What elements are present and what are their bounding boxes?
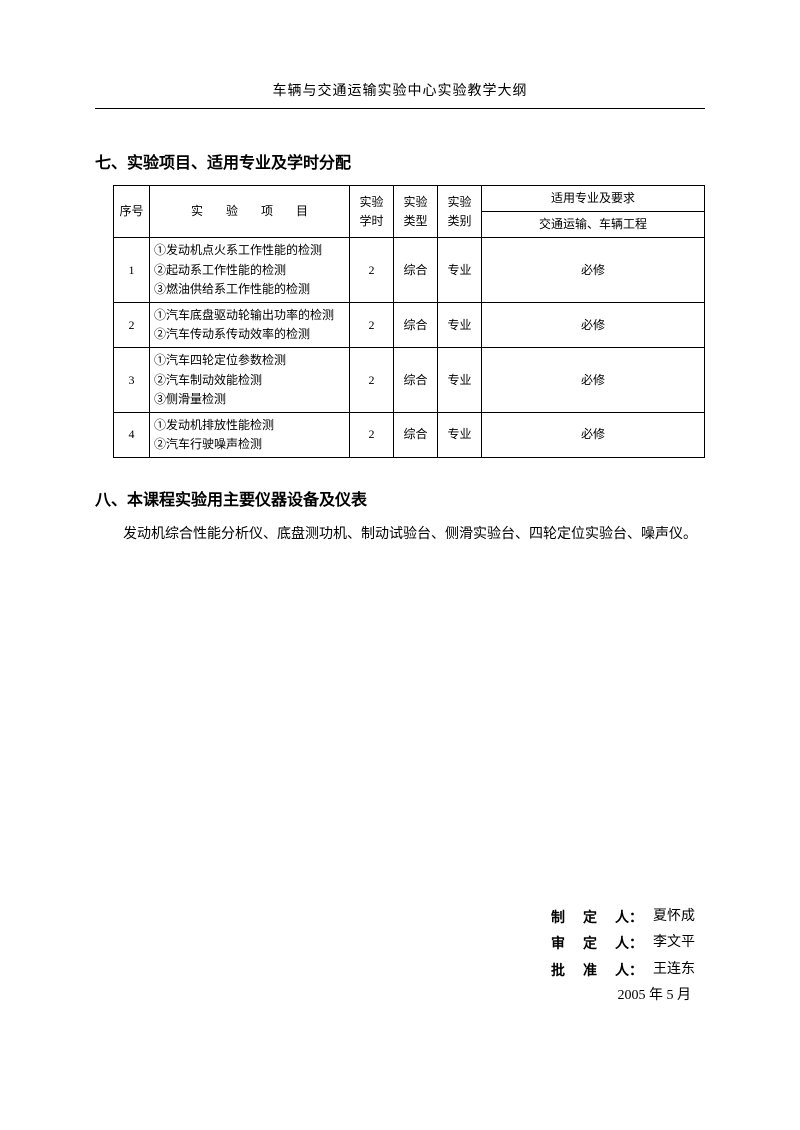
signature-line: 批准人：王连东 [551,957,695,984]
section7-title: 七、实验项目、适用专业及学时分配 [95,149,705,173]
cell-hours: 2 [350,238,394,303]
project-item: ①发动机排放性能检测 [154,416,345,435]
signature-name: 王连东 [653,957,695,984]
cell-req: 必修 [482,238,705,303]
cell-project: ①汽车底盘驱动轮输出功率的检测②汽车传动系传动效率的检测 [150,302,350,347]
table-header-row-1: 序号 实 验 项 目 实验学时 实验类型 实验类别 适用专业及要求 [114,186,705,212]
signature-line: 审定人：李文平 [551,930,695,957]
table-row: 3①汽车四轮定位参数检测②汽车制动效能检测③侧滑量检测2综合专业必修 [114,348,705,413]
cell-category: 专业 [438,238,482,303]
col-hours-header: 实验学时 [350,186,394,238]
col-category-header: 实验类别 [438,186,482,238]
signature-colon: ： [629,930,653,957]
cell-project: ①汽车四轮定位参数检测②汽车制动效能检测③侧滑量检测 [150,348,350,413]
signature-line: 制定人：夏怀成 [551,904,695,931]
table-row: 2①汽车底盘驱动轮输出功率的检测②汽车传动系传动效率的检测2综合专业必修 [114,302,705,347]
project-item: ①汽车底盘驱动轮输出功率的检测 [154,306,345,325]
cell-hours: 2 [350,302,394,347]
cell-category: 专业 [438,412,482,457]
cell-project: ①发动机排放性能检测②汽车行驶噪声检测 [150,412,350,457]
cell-req: 必修 [482,412,705,457]
signature-name: 夏怀成 [653,904,695,931]
col-idx-header: 序号 [114,186,150,238]
project-item: ②汽车传动系传动效率的检测 [154,325,345,344]
project-item: ②汽车行驶噪声检测 [154,435,345,454]
table-row: 1①发动机点火系工作性能的检测②起动系工作性能的检测③燃油供给系工作性能的检测2… [114,238,705,303]
experiment-table: 序号 实 验 项 目 实验学时 实验类型 实验类别 适用专业及要求 交通运输、车… [113,185,705,458]
project-item: ③侧滑量检测 [154,390,345,409]
section8-body: 发动机综合性能分析仪、底盘测功机、制动试验台、侧滑实验台、四轮定位实验台、噪声仪… [95,522,705,549]
cell-req: 必修 [482,348,705,413]
cell-hours: 2 [350,412,394,457]
signature-colon: ： [629,957,653,984]
col-project-header: 实 验 项 目 [150,186,350,238]
cell-category: 专业 [438,348,482,413]
project-item: ③燃油供给系工作性能的检测 [154,280,345,299]
cell-req: 必修 [482,302,705,347]
table-body: 1①发动机点火系工作性能的检测②起动系工作性能的检测③燃油供给系工作性能的检测2… [114,238,705,458]
signatures-block: 制定人：夏怀成审定人：李文平批准人：王连东 2005 年 5 月 [551,904,695,1010]
cell-idx: 2 [114,302,150,347]
cell-idx: 4 [114,412,150,457]
cell-hours: 2 [350,348,394,413]
col-type-header: 实验类型 [394,186,438,238]
section8-title: 八、本课程实验用主要仪器设备及仪表 [95,486,705,510]
experiment-table-wrap: 序号 实 验 项 目 实验学时 实验类型 实验类别 适用专业及要求 交通运输、车… [95,185,705,458]
cell-idx: 1 [114,238,150,303]
project-item: ①发动机点火系工作性能的检测 [154,241,345,260]
signature-colon: ： [629,904,653,931]
cell-idx: 3 [114,348,150,413]
cell-type: 综合 [394,348,438,413]
signature-name: 李文平 [653,930,695,957]
col-req-group-header: 适用专业及要求 [482,186,705,212]
cell-category: 专业 [438,302,482,347]
signature-label: 制定人 [551,904,629,931]
table-row: 4①发动机排放性能检测②汽车行驶噪声检测2综合专业必修 [114,412,705,457]
cell-type: 综合 [394,412,438,457]
signature-label: 批准人 [551,957,629,984]
project-item: ②汽车制动效能检测 [154,371,345,390]
col-req-sub-header: 交通运输、车辆工程 [482,212,705,238]
page-header: 车辆与交通运输实验中心实验教学大纲 [95,80,705,109]
cell-type: 综合 [394,302,438,347]
project-item: ②起动系工作性能的检测 [154,261,345,280]
signature-label: 审定人 [551,930,629,957]
cell-project: ①发动机点火系工作性能的检测②起动系工作性能的检测③燃油供给系工作性能的检测 [150,238,350,303]
signature-date: 2005 年 5 月 [551,983,695,1010]
cell-type: 综合 [394,238,438,303]
project-item: ①汽车四轮定位参数检测 [154,351,345,370]
